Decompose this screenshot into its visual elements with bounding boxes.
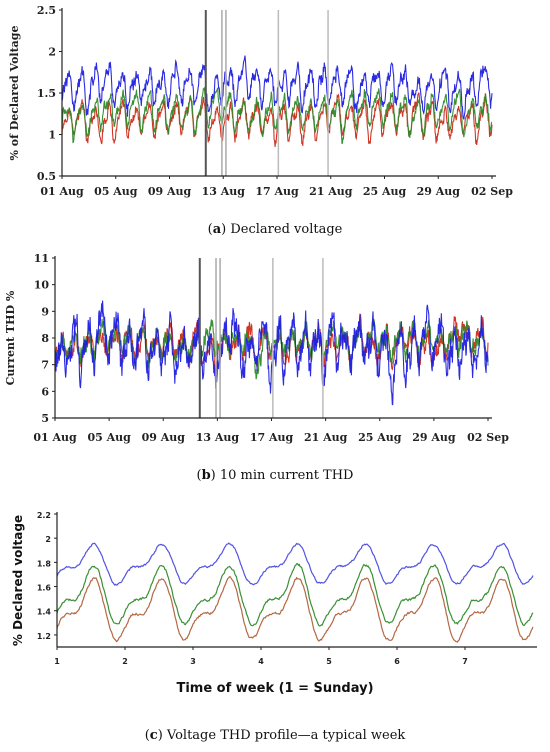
chart-a-declared-voltage: 0.5 1 1.5 2 2.5 01 Aug 05 Aug 09 Aug 13 Aug 17 Au… [8, 4, 513, 198]
chart-c-series-3 [57, 542, 534, 586]
chart-c-series-2 [57, 563, 534, 627]
caption-c-letter: c [149, 728, 158, 743]
chart-c-ytick-label: 1.4 [37, 608, 52, 617]
chart-c-ytick-label: 1.2 [37, 632, 51, 641]
chart-b-ytick-label: 5 [41, 412, 49, 425]
chart-b-xtick-label: 01 Aug [33, 431, 77, 444]
chart-b-ytick-label: 10 [34, 279, 50, 292]
chart-b-xtick-label: 25 Aug [358, 431, 402, 444]
chart-c-ytick-label: 2 [45, 535, 51, 544]
chart-c-xlabel: Time of week (1 = Sunday) [176, 681, 373, 696]
chart-a-series-3 [62, 55, 493, 120]
chart-a-xtick-label: 09 Aug [148, 185, 192, 198]
chart-c-voltage-thd-week: 1.2 1.4 1.6 1.8 2 2.2 1 2 3 4 5 6 7 % Declared voltag… [11, 511, 537, 696]
caption-c: (c) Voltage THD profile—a typical week [144, 728, 406, 743]
chart-a-xtick-label: 05 Aug [94, 185, 138, 198]
chart-a-xtick-label: 17 Aug [255, 185, 299, 198]
chart-b-xtick-label: 09 Aug [142, 431, 186, 444]
caption-c-text: Voltage THD profile—a typical week [162, 728, 406, 743]
chart-b-xtick-label: 05 Aug [87, 431, 131, 444]
chart-b-ylabel: Current THD % [4, 290, 17, 385]
chart-b-series-3 [55, 300, 489, 406]
chart-c-xtick-label: 2 [122, 657, 128, 666]
chart-b-current-thd: 5 6 7 8 9 10 11 01 Aug 05 Aug 09 Aug 13 Aug 17 Aug 2… [4, 252, 509, 444]
caption-a: (a) Declared voltage [207, 222, 343, 237]
chart-a-ytick-label: 2 [48, 46, 56, 59]
chart-b-xtick-label: 02 Sep [467, 431, 509, 444]
caption-b-letter: b [201, 468, 211, 483]
caption-a-text: Declared voltage [226, 222, 343, 237]
chart-a-ytick-label: 1.5 [37, 87, 56, 100]
chart-c-series-1 [57, 576, 534, 643]
chart-c-xtick-label: 3 [190, 657, 196, 666]
chart-a-xtick-label: 29 Aug [417, 185, 461, 198]
chart-a-ylabel: % of Declared Voltage [8, 26, 21, 161]
chart-b-ytick-label: 7 [41, 359, 49, 372]
caption-a-letter: a [212, 222, 222, 237]
chart-a-ytick-label: 0.5 [37, 170, 56, 183]
chart-a-xtick-label: 01 Aug [40, 185, 84, 198]
chart-a-ytick-label: 1 [48, 129, 56, 142]
chart-c-xtick-label: 6 [394, 657, 400, 666]
caption-b-text: 10 min current THD [215, 468, 354, 483]
chart-a-xtick-label: 25 Aug [363, 185, 407, 198]
chart-a-ytick-label: 2.5 [37, 4, 56, 17]
chart-b-xtick-label: 17 Aug [250, 431, 294, 444]
chart-c-ytick-label: 1.6 [37, 584, 52, 593]
chart-a-xtick-label: 02 Sep [471, 185, 513, 198]
chart-c-ytick-label: 1.8 [37, 559, 52, 568]
chart-c-xtick-label: 1 [54, 657, 60, 666]
chart-b-ytick-label: 6 [41, 385, 49, 398]
chart-c-xtick-label: 5 [326, 657, 332, 666]
chart-b-ytick-label: 9 [41, 305, 49, 318]
chart-b-ytick-label: 8 [41, 332, 49, 345]
chart-b-xtick-label: 21 Aug [304, 431, 348, 444]
chart-c-ytick-label: 2.2 [37, 511, 51, 520]
chart-c-xtick-label: 4 [258, 657, 264, 666]
chart-a-xtick-label: 21 Aug [309, 185, 353, 198]
chart-b-xtick-label: 13 Aug [196, 431, 240, 444]
chart-a-xtick-label: 13 Aug [202, 185, 246, 198]
chart-c-xtick-label: 7 [462, 657, 468, 666]
chart-b-xtick-label: 29 Aug [412, 431, 456, 444]
chart-a-series-2 [62, 87, 493, 145]
chart-b-ytick-label: 11 [34, 252, 49, 265]
caption-b: (b) 10 min current THD [196, 468, 354, 483]
chart-c-ylabel: % Declared voltage [11, 515, 25, 646]
